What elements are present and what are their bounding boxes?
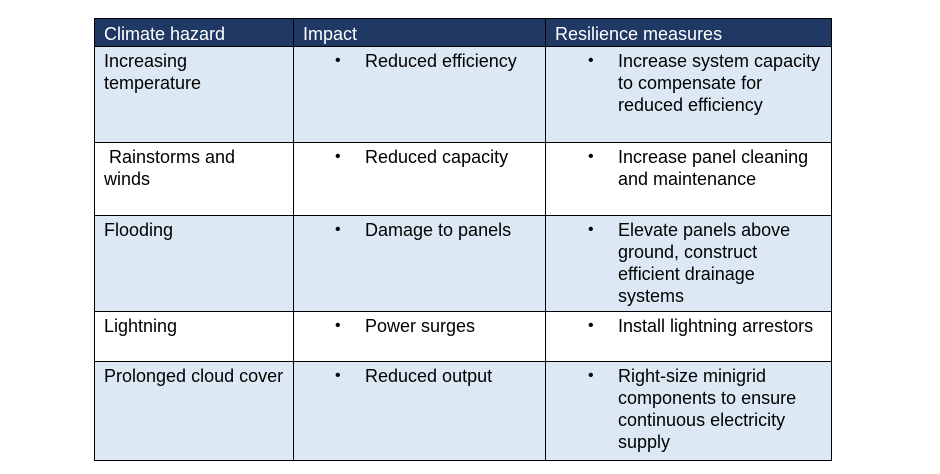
bullet-icon: • xyxy=(335,221,341,238)
impact-bullet-item: • Reduced efficiency xyxy=(303,50,537,72)
measure-text: Install lightning arrestors xyxy=(618,316,814,336)
hazard-cell: Flooding xyxy=(94,215,294,312)
measure-bullet-item: • Install lightning arrestors xyxy=(555,315,823,337)
measure-cell: • Increase system capacity to compensate… xyxy=(545,46,832,143)
measure-bullet-item: • Increase system capacity to compensate… xyxy=(555,50,823,116)
header-impact: Impact xyxy=(293,18,546,47)
impact-cell: • Reduced capacity xyxy=(293,142,546,216)
impact-text: Power surges xyxy=(365,316,476,336)
impact-cell: • Reduced output xyxy=(293,361,546,461)
bullet-icon: • xyxy=(335,317,341,334)
impact-bullet-item: • Reduced output xyxy=(303,365,537,387)
hazard-cell: Rainstorms and winds xyxy=(94,142,294,216)
table-row: Lightning • Power surges • Install light… xyxy=(94,311,832,362)
climate-hazards-table: Climate hazard Impact Resilience measure… xyxy=(94,18,832,461)
measure-text: Right-size minigrid components to ensure… xyxy=(618,366,797,452)
table-row: Increasing temperature • Reduced efficie… xyxy=(94,46,832,143)
measure-cell: • Elevate panels above ground, construct… xyxy=(545,215,832,312)
impact-text: Reduced capacity xyxy=(365,147,509,167)
impact-cell: • Power surges xyxy=(293,311,546,362)
table-row: Prolonged cloud cover • Reduced output •… xyxy=(94,361,832,461)
impact-text: Reduced efficiency xyxy=(365,51,517,71)
header-resilience-measures: Resilience measures xyxy=(545,18,832,47)
measure-bullet-item: • Increase panel cleaning and maintenanc… xyxy=(555,146,823,190)
bullet-icon: • xyxy=(335,52,341,69)
impact-cell: • Reduced efficiency xyxy=(293,46,546,143)
measure-text: Increase system capacity to compensate f… xyxy=(618,51,821,115)
impact-text: Damage to panels xyxy=(365,220,512,240)
bullet-icon: • xyxy=(588,221,594,238)
measure-cell: • Install lightning arrestors xyxy=(545,311,832,362)
impact-cell: • Damage to panels xyxy=(293,215,546,312)
measure-text: Elevate panels above ground, construct e… xyxy=(618,220,791,306)
measure-cell: • Right-size minigrid components to ensu… xyxy=(545,361,832,461)
bullet-icon: • xyxy=(588,52,594,69)
impact-text: Reduced output xyxy=(365,366,493,386)
bullet-icon: • xyxy=(335,367,341,384)
table-header-row: Climate hazard Impact Resilience measure… xyxy=(94,18,832,47)
table-row: Rainstorms and winds • Reduced capacity … xyxy=(94,142,832,216)
hazard-cell: Lightning xyxy=(94,311,294,362)
impact-bullet-item: • Power surges xyxy=(303,315,537,337)
table-row: Flooding • Damage to panels • Elevate pa… xyxy=(94,215,832,312)
bullet-icon: • xyxy=(588,317,594,334)
measure-bullet-item: • Elevate panels above ground, construct… xyxy=(555,219,823,307)
impact-bullet-item: • Damage to panels xyxy=(303,219,537,241)
measure-text: Increase panel cleaning and maintenance xyxy=(618,147,809,189)
impact-bullet-item: • Reduced capacity xyxy=(303,146,537,168)
bullet-icon: • xyxy=(588,148,594,165)
measure-cell: • Increase panel cleaning and maintenanc… xyxy=(545,142,832,216)
measure-bullet-item: • Right-size minigrid components to ensu… xyxy=(555,365,823,453)
hazard-cell: Increasing temperature xyxy=(94,46,294,143)
bullet-icon: • xyxy=(588,367,594,384)
hazard-cell: Prolonged cloud cover xyxy=(94,361,294,461)
header-climate-hazard: Climate hazard xyxy=(94,18,294,47)
bullet-icon: • xyxy=(335,148,341,165)
